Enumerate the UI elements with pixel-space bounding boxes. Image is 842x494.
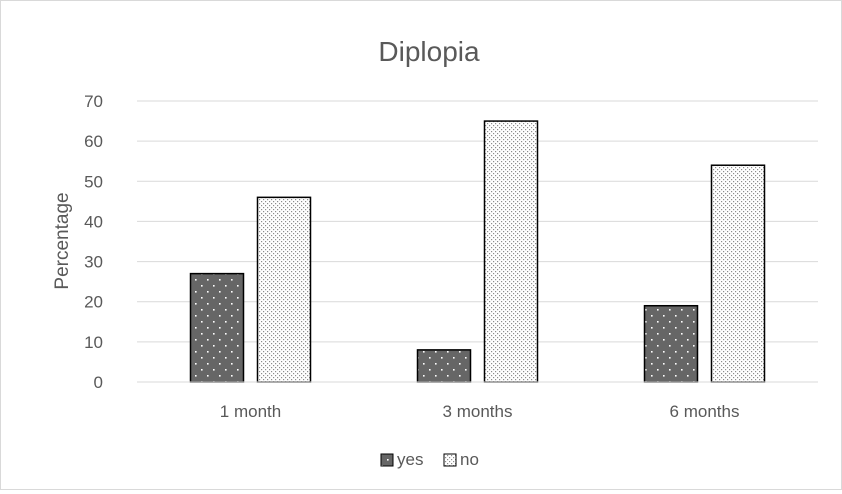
y-tick-label: 60 bbox=[84, 132, 103, 151]
legend-label-yes: yes bbox=[397, 450, 423, 469]
bar-yes-1-month bbox=[189, 272, 245, 383]
y-tick-label: 40 bbox=[84, 212, 103, 231]
bar-no-1-month bbox=[256, 196, 312, 383]
y-tick-label: 20 bbox=[84, 293, 103, 312]
y-tick-label: 30 bbox=[84, 253, 103, 272]
y-tick-label: 50 bbox=[84, 172, 103, 191]
x-tick-label: 6 months bbox=[670, 402, 740, 421]
gridlines bbox=[137, 100, 818, 343]
x-axis-ticks: 1 month 3 months 6 months bbox=[220, 402, 740, 421]
legend: yes no bbox=[380, 450, 479, 469]
bar-yes-6-months bbox=[643, 304, 699, 383]
x-tick-label: 3 months bbox=[443, 402, 513, 421]
y-tick-label: 10 bbox=[84, 333, 103, 352]
y-tick-label: 0 bbox=[94, 373, 103, 392]
y-axis-label: Percentage bbox=[52, 192, 73, 289]
legend-swatch-no bbox=[443, 453, 457, 467]
chart-title: Diplopia bbox=[378, 36, 480, 67]
bars bbox=[189, 120, 766, 383]
bar-no-3-months bbox=[483, 120, 539, 383]
bar-yes-3-months bbox=[416, 349, 472, 383]
legend-swatch-yes bbox=[380, 453, 394, 467]
bar-no-6-months bbox=[710, 164, 766, 383]
x-tick-label: 1 month bbox=[220, 402, 281, 421]
y-axis-ticks: 0 10 20 30 40 50 60 70 bbox=[84, 92, 103, 392]
y-tick-label: 70 bbox=[84, 92, 103, 111]
legend-label-no: no bbox=[460, 450, 479, 469]
